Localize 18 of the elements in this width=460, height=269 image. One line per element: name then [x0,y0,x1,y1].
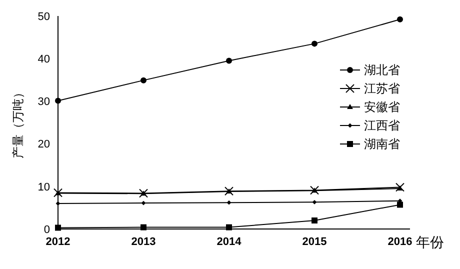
x-tick-label: 2016 [388,236,412,248]
legend-label: 湖北省 [364,63,400,78]
x-tick-label: 2014 [216,236,242,248]
x-axis-title: 年份 [416,234,444,250]
x-tick-label: 2013 [131,236,156,248]
legend-label: 湖南省 [364,137,400,152]
y-tick-label: 10 [38,181,50,194]
legend-label: 安徽省 [364,100,400,114]
legend-label: 江西省 [364,118,400,133]
legend-label: 江苏省 [364,82,400,96]
y-tick-label: 20 [38,138,50,151]
y-tick-label: 0 [44,224,50,236]
x-tick-label: 2015 [302,236,327,248]
y-tick-label: 50 [38,10,50,23]
x-tick-label: 2012 [46,236,70,248]
y-axis-title: 产量（万吨） [11,86,25,158]
y-tick-label: 30 [38,96,50,108]
y-tick-label: 40 [38,53,50,66]
